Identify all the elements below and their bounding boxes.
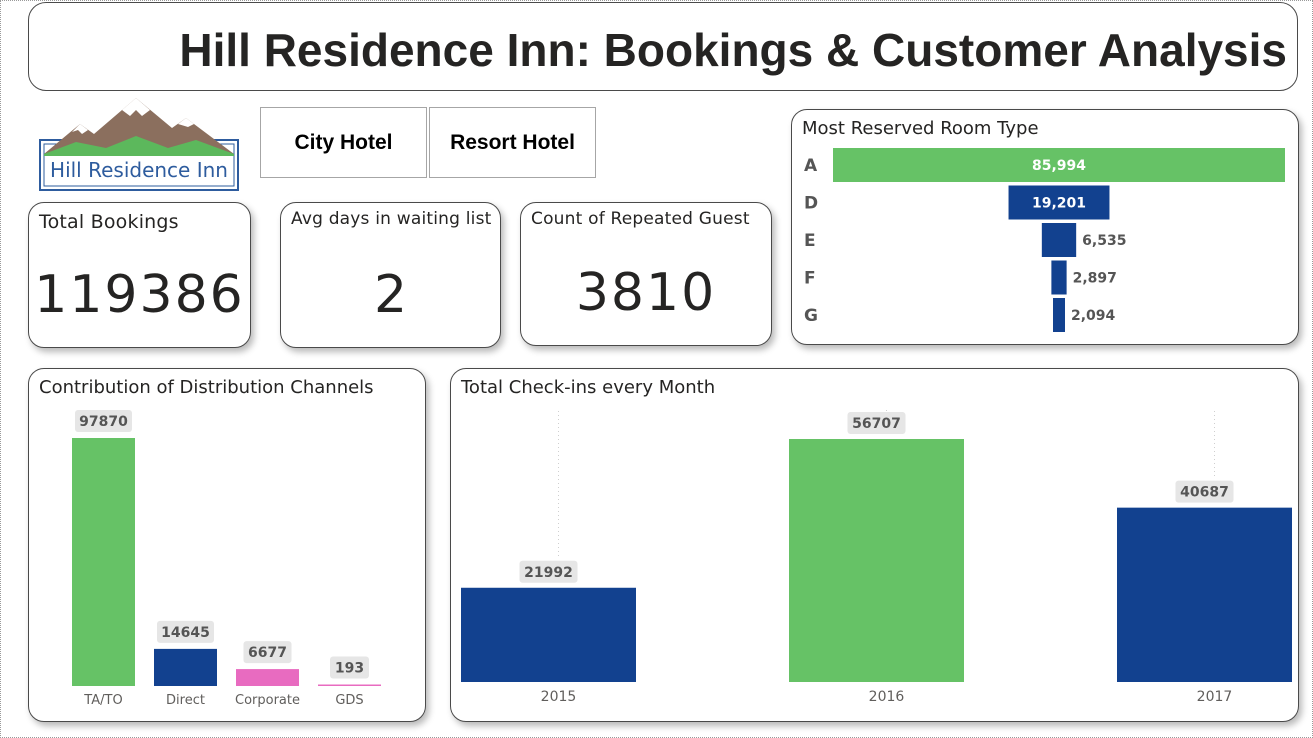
checkin-value-label-bg [847, 412, 906, 434]
room-type-chart: A 85,994 D 19,201 E 6,535 F 2,897 G 2,094 [804, 148, 1285, 332]
channel-bar-gds[interactable] [318, 684, 381, 687]
channel-bar-corporate[interactable] [236, 669, 299, 686]
kpi-value: 2 [373, 265, 408, 325]
channels-chart: 97870 TA/TO 14645 Direct 6677 Corporate 193 GDS [72, 410, 381, 708]
channel-value-label-bg [330, 656, 369, 679]
room-bar-E[interactable] [1041, 223, 1077, 257]
channel-value-label-bg [157, 620, 214, 643]
room-category-label: A [804, 156, 818, 176]
title-card: Hill Residence Inn: Bookings & Customer … [28, 2, 1298, 91]
snowcap-right-icon [178, 118, 194, 127]
room-value-label: 6,535 [1082, 233, 1126, 249]
kpi-label: Avg days in waiting list [291, 209, 492, 229]
checkins-card: Total Check-ins every Month 21992 2015 567… [450, 368, 1299, 722]
channel-bar-ta-to[interactable] [72, 438, 135, 686]
snowcap-icon [122, 98, 150, 116]
checkin-value-label: 40687 [1180, 485, 1229, 501]
mountain-icon [44, 98, 234, 154]
grass-icon [44, 136, 234, 156]
chart-title: Contribution of Distribution Channels [39, 377, 374, 398]
room-value-label: 19,201 [1032, 196, 1086, 212]
checkin-value-label-bg [1175, 480, 1234, 503]
kpi-value: 3810 [575, 263, 717, 323]
kpi-avg-waiting: Avg days in waiting list 2 [280, 202, 501, 348]
checkin-category-label: 2016 [869, 689, 905, 705]
slicer-resort-hotel[interactable]: Resort Hotel [429, 107, 596, 178]
room-category-label: D [804, 194, 818, 214]
checkin-value-label: 21992 [524, 565, 573, 581]
checkin-category-label: 2015 [541, 689, 577, 705]
kpi-total-bookings: Total Bookings 119386 [28, 202, 251, 348]
room-category-label: G [804, 306, 818, 326]
room-category-label: E [804, 231, 816, 251]
room-type-card: Most Reserved Room Type A 85,994 D 19,201 E 6… [791, 109, 1299, 345]
kpi-label: Count of Repeated Guest [531, 209, 750, 229]
logo-text: Hill Residence Inn [50, 158, 228, 182]
checkin-bar-2016[interactable] [789, 439, 964, 682]
page-title: Hill Residence Inn: Bookings & Customer … [179, 24, 1287, 76]
slicer-city-hotel[interactable]: City Hotel [260, 107, 427, 178]
room-value-label: 85,994 [1032, 158, 1086, 174]
channel-value-label-bg [243, 641, 292, 664]
room-category-label: F [804, 269, 816, 289]
channel-category-label: TA/TO [83, 693, 122, 708]
channel-value-label: 6677 [248, 645, 287, 661]
checkin-category-label: 2017 [1197, 689, 1233, 705]
room-bar-G[interactable] [1053, 298, 1065, 332]
channel-value-label: 97870 [79, 414, 128, 430]
channel-category-label: GDS [335, 693, 363, 708]
kpi-label: Total Bookings [39, 211, 179, 233]
room-bar-A[interactable] [833, 148, 1285, 182]
channel-value-label: 14645 [161, 625, 210, 641]
channel-category-label: Corporate [235, 693, 300, 708]
channel-bar-direct[interactable] [154, 648, 217, 686]
chart-title: Most Reserved Room Type [802, 118, 1039, 139]
checkin-bar-2015[interactable] [461, 587, 636, 682]
room-bar-D[interactable] [1008, 185, 1110, 220]
kpi-repeated-guests: Count of Repeated Guest 3810 [520, 202, 772, 346]
channel-value-label: 193 [335, 661, 364, 677]
room-bar-F[interactable] [1051, 260, 1067, 295]
checkin-value-label-bg [519, 560, 578, 583]
snowcap-small-icon [72, 124, 88, 134]
checkins-chart: 21992 2015 56707 2016 40687 2017 [461, 409, 1292, 705]
kpi-value: 119386 [34, 265, 245, 325]
room-value-label: 2,897 [1073, 271, 1117, 287]
channel-category-label: Direct [166, 693, 205, 708]
room-value-label: 2,094 [1071, 308, 1116, 324]
hill-residence-logo: Hill Residence Inn [39, 98, 239, 191]
chart-title: Total Check-ins every Month [461, 377, 716, 398]
channels-card: Contribution of Distribution Channels 97… [28, 368, 426, 722]
channel-value-label-bg [75, 410, 132, 432]
checkin-bar-2017[interactable] [1117, 507, 1292, 682]
checkin-value-label: 56707 [852, 416, 901, 432]
